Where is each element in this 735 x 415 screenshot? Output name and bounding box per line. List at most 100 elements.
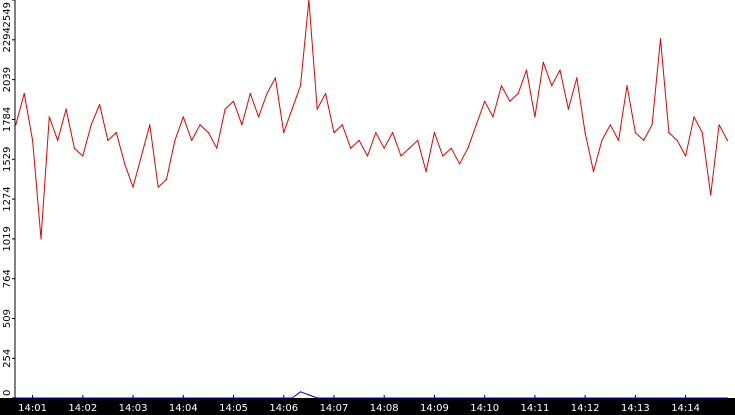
y-tick-label: 1019 xyxy=(2,226,13,251)
data-point xyxy=(366,155,369,157)
y-tick-label: 0 xyxy=(2,390,13,396)
data-point xyxy=(492,116,494,118)
data-point xyxy=(559,69,561,71)
x-axis-bar xyxy=(0,398,735,415)
data-point xyxy=(433,132,435,134)
x-tick-label: 14:09 xyxy=(420,403,449,414)
data-point xyxy=(358,139,360,141)
data-point xyxy=(601,139,603,141)
x-tick-label: 14:01 xyxy=(18,403,47,414)
data-point xyxy=(23,92,25,95)
data-point xyxy=(341,124,343,126)
data-point xyxy=(643,139,645,141)
x-tick-label: 14:07 xyxy=(320,403,349,414)
data-point xyxy=(459,163,461,165)
data-point xyxy=(316,397,318,399)
data-point xyxy=(592,171,595,173)
series-line xyxy=(15,391,728,399)
data-point xyxy=(165,178,168,180)
data-point xyxy=(651,124,653,126)
data-point xyxy=(509,100,511,102)
data-point xyxy=(140,155,142,157)
data-point xyxy=(73,147,75,149)
y-tick-label: 2039 xyxy=(2,67,13,92)
data-point xyxy=(182,116,184,118)
series-0 xyxy=(15,0,729,240)
data-point xyxy=(124,163,126,165)
data-point xyxy=(567,108,570,110)
x-tick-label: 14:04 xyxy=(169,403,198,414)
data-point xyxy=(132,186,134,188)
data-point xyxy=(333,132,335,134)
data-point xyxy=(408,147,410,149)
data-point xyxy=(584,397,586,399)
y-tick-label: 764 xyxy=(2,269,13,288)
y-tick-label: 2549 xyxy=(2,2,13,27)
data-point xyxy=(191,139,193,141)
data-point xyxy=(551,85,553,87)
data-point xyxy=(299,85,302,87)
y-tick-label: 1274 xyxy=(2,186,13,211)
data-point xyxy=(500,85,502,87)
data-point xyxy=(48,116,50,118)
x-tick-label: 14:05 xyxy=(219,403,248,414)
data-point xyxy=(274,77,276,79)
x-tick-label: 14:06 xyxy=(269,403,298,414)
data-point xyxy=(350,147,352,149)
data-point xyxy=(726,397,729,399)
data-point xyxy=(207,132,209,134)
data-point xyxy=(392,132,394,134)
data-point xyxy=(40,238,42,240)
data-point xyxy=(718,124,720,126)
x-tick-label: 14:14 xyxy=(671,403,700,414)
data-point xyxy=(291,397,293,399)
series-layer xyxy=(15,0,729,399)
x-tick-label: 14:08 xyxy=(370,403,399,414)
data-point xyxy=(199,124,201,126)
data-point xyxy=(174,139,176,141)
data-point xyxy=(618,139,620,141)
y-tick-label: 1784 xyxy=(2,107,13,132)
data-point xyxy=(626,85,628,87)
data-point xyxy=(132,397,134,399)
data-point xyxy=(400,155,402,157)
data-point xyxy=(57,139,59,141)
data-point xyxy=(65,108,67,110)
data-point xyxy=(693,116,695,118)
data-point xyxy=(701,132,703,134)
x-tick-label: 14:12 xyxy=(571,403,600,414)
x-tick-label: 14:02 xyxy=(68,403,97,414)
data-point xyxy=(90,124,92,126)
data-point xyxy=(232,100,235,102)
data-point xyxy=(316,108,318,110)
data-point xyxy=(417,139,419,141)
data-point xyxy=(442,155,444,157)
data-point xyxy=(149,124,151,126)
data-point xyxy=(383,397,385,399)
y-tick-label: 2294 xyxy=(2,27,13,52)
data-point xyxy=(258,116,260,118)
data-point xyxy=(15,397,17,399)
data-point xyxy=(710,194,712,196)
data-point xyxy=(726,139,729,141)
data-point xyxy=(676,139,678,141)
data-point xyxy=(283,132,285,134)
y-tick-label: 509 xyxy=(2,309,13,328)
data-point xyxy=(375,132,377,134)
data-point xyxy=(525,69,528,71)
data-point xyxy=(325,92,327,95)
x-tick-label: 14:03 xyxy=(119,403,148,414)
data-point xyxy=(249,92,251,95)
data-point xyxy=(308,0,310,1)
data-point xyxy=(216,147,218,149)
data-point xyxy=(576,77,578,79)
data-point xyxy=(668,132,670,134)
data-point xyxy=(484,100,486,102)
x-tick-label: 14:11 xyxy=(520,403,549,414)
data-point xyxy=(425,171,427,173)
data-point xyxy=(283,397,285,399)
y-axis-bar xyxy=(0,0,15,398)
x-tick-label: 14:10 xyxy=(470,403,499,414)
